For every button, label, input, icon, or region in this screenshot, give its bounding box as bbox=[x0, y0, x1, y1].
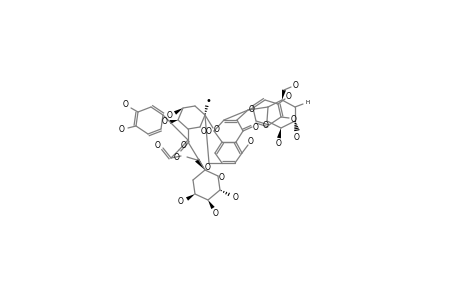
Text: O: O bbox=[178, 197, 184, 206]
Text: O: O bbox=[292, 80, 298, 89]
Text: O: O bbox=[285, 92, 291, 100]
Text: O: O bbox=[293, 133, 299, 142]
Text: O: O bbox=[123, 100, 129, 109]
Text: O: O bbox=[263, 122, 269, 130]
Text: O: O bbox=[233, 194, 238, 202]
Text: O: O bbox=[247, 136, 253, 146]
Text: O: O bbox=[213, 209, 218, 218]
Polygon shape bbox=[281, 90, 285, 100]
Text: O: O bbox=[206, 128, 212, 136]
Polygon shape bbox=[169, 120, 178, 124]
Text: O: O bbox=[205, 164, 211, 172]
Text: O: O bbox=[248, 104, 254, 113]
Polygon shape bbox=[185, 194, 195, 201]
Text: O: O bbox=[291, 115, 297, 124]
Text: O: O bbox=[252, 122, 258, 131]
Text: H: H bbox=[305, 100, 309, 104]
Text: O: O bbox=[275, 140, 281, 148]
Text: O: O bbox=[167, 112, 173, 121]
Text: O: O bbox=[119, 125, 125, 134]
Polygon shape bbox=[195, 158, 205, 170]
Text: O: O bbox=[181, 142, 186, 151]
Text: O: O bbox=[174, 152, 179, 161]
Text: O: O bbox=[162, 118, 168, 127]
Text: O: O bbox=[155, 142, 161, 151]
Polygon shape bbox=[276, 128, 280, 138]
Text: O: O bbox=[218, 173, 224, 182]
Text: •: • bbox=[205, 96, 211, 106]
Polygon shape bbox=[174, 108, 183, 115]
Text: O: O bbox=[213, 124, 219, 134]
Polygon shape bbox=[207, 200, 214, 209]
Text: O: O bbox=[201, 127, 207, 136]
